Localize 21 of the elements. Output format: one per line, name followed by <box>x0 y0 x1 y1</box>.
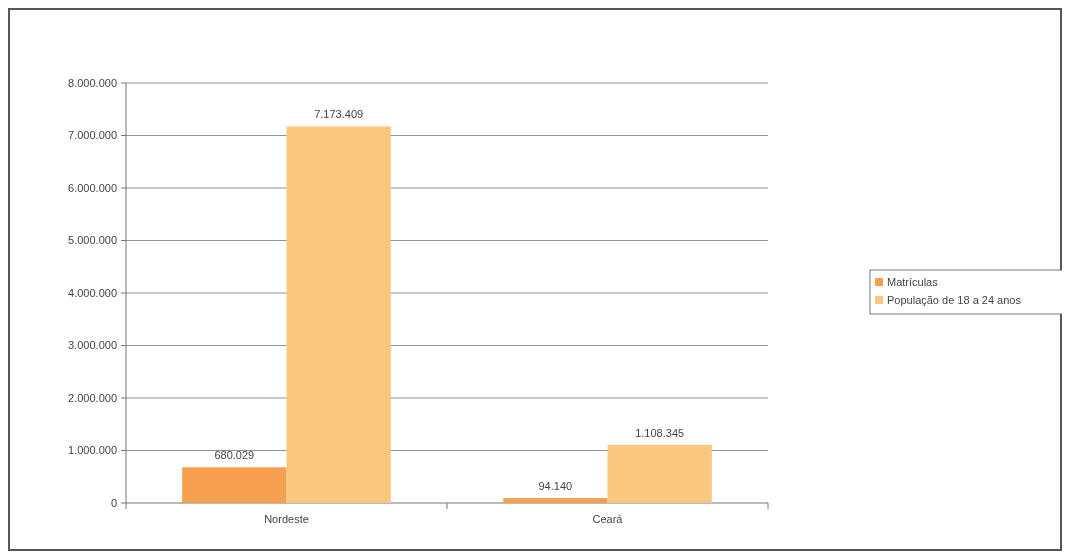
y-tick-label: 7.000.000 <box>68 129 117 142</box>
text: 680.029 <box>214 449 255 462</box>
y-tick-label: 8.000.000 <box>68 76 117 89</box>
legend-label: População de 18 a 24 anos <box>887 293 1022 306</box>
bar <box>286 126 391 503</box>
y-tick-label: 5.000.000 <box>68 234 117 247</box>
bar <box>503 498 608 503</box>
x-tick-label: Ceará <box>592 513 624 525</box>
legend-label: Matrículas <box>887 275 939 288</box>
bar <box>607 444 712 503</box>
y-tick-label: 3.000.000 <box>68 339 117 352</box>
text: 1.108.345 <box>635 426 685 439</box>
y-tick-label: 2.000.000 <box>68 391 117 404</box>
bar <box>182 467 287 503</box>
y-tick-label: 6.000.000 <box>68 181 117 194</box>
y-tick-label: 1.000.000 <box>68 444 117 457</box>
text: 94.140 <box>538 480 573 493</box>
y-tick-label: 4.000.000 <box>68 286 117 299</box>
x-tick-label: Nordeste <box>264 513 309 525</box>
y-tick-label: 0 <box>110 496 117 509</box>
text: 7.173.409 <box>314 108 364 121</box>
